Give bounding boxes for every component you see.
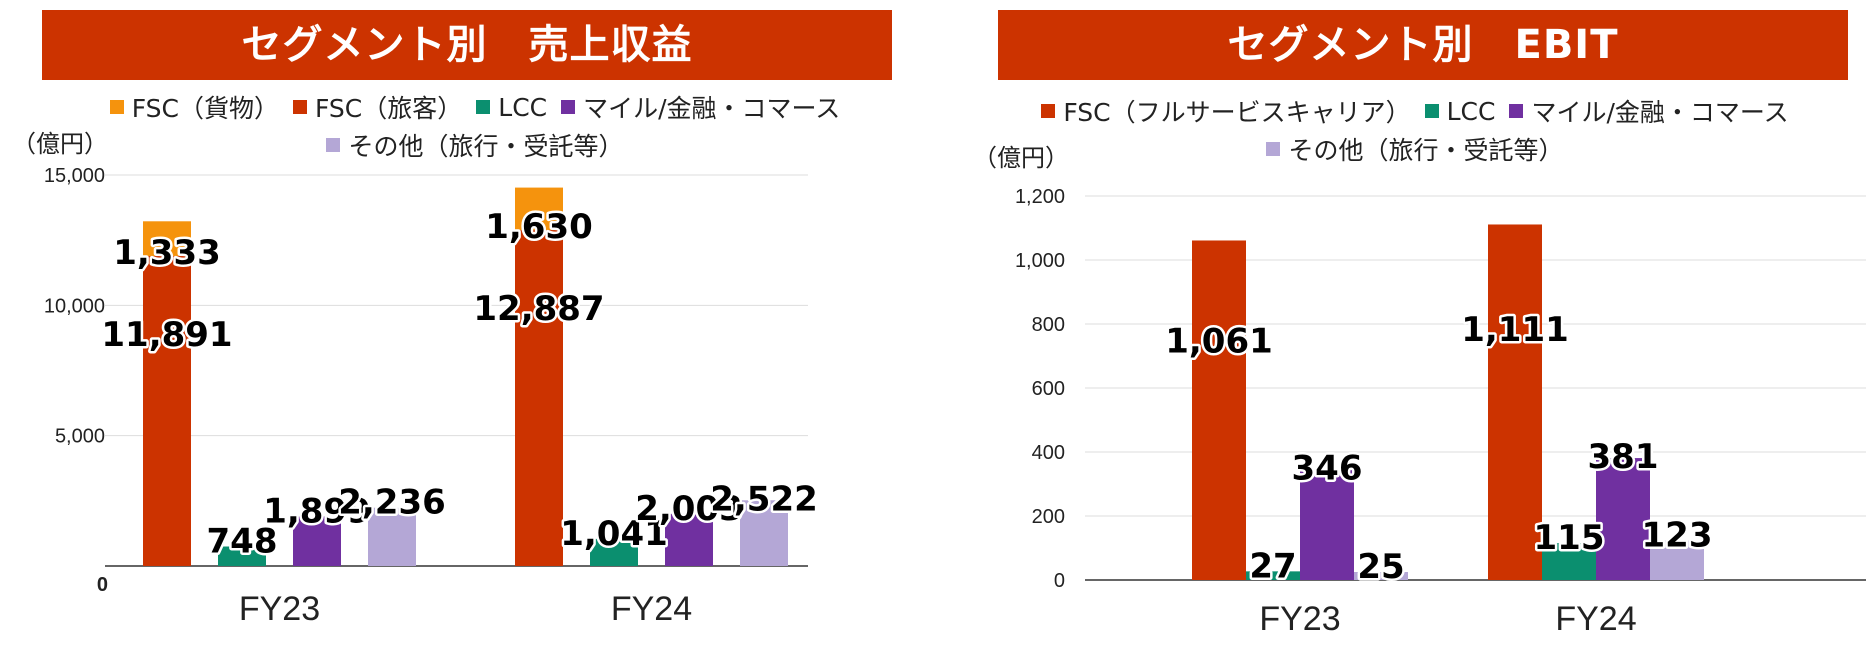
category-label: FY24 <box>1555 600 1636 638</box>
legend-swatch <box>292 100 307 114</box>
bar <box>1246 571 1300 580</box>
data-label: 12,887 <box>473 289 604 329</box>
y-tick-label: 5,000 <box>55 426 105 448</box>
category-label: FY24 <box>611 590 692 628</box>
bar <box>665 513 713 566</box>
legend-item: FSC（旅客） <box>292 89 463 125</box>
bar <box>1488 224 1542 581</box>
legend-swatch <box>476 100 491 114</box>
revenue-chart-panel: セグメント別 売上収益 FSC（貨物） FSC（旅客） LCC マイル/金融・コマース… <box>0 0 920 647</box>
legend-item: その他（旅行・受託等） <box>1266 131 1564 167</box>
legend-swatch <box>1041 104 1056 118</box>
bar <box>740 500 788 566</box>
ebit-plot: 0 200 400 600 800 1,000 1,200 FY23 FY24 1,061 27 34… <box>1015 186 1866 638</box>
bar <box>1542 543 1596 580</box>
y-unit-label: （億円） <box>973 144 1069 172</box>
bar <box>293 516 341 566</box>
y-unit-label: （億円） <box>12 130 108 158</box>
legend-row: その他（旅行・受託等） <box>40 126 910 164</box>
legend-label: FSC（旅客） <box>314 94 463 123</box>
data-label: 27 <box>1249 546 1296 586</box>
legend-item: マイル/金融・コマース <box>1509 93 1789 129</box>
legend-item: LCC <box>476 93 547 122</box>
data-label: 11,891 <box>101 315 232 355</box>
y-tick-label: 0 <box>97 574 108 596</box>
y-tick-label: 15,000 <box>44 165 105 187</box>
y-tick-label: 800 <box>1032 314 1065 336</box>
bar <box>368 507 416 566</box>
chart-title: セグメント別 売上収益 <box>42 10 892 80</box>
legend-item: FSC（フルサービスキャリア） <box>1041 93 1411 129</box>
bar <box>1354 572 1408 580</box>
data-label: 115 <box>1534 518 1605 558</box>
y-tick-label: 1,000 <box>1015 250 1065 272</box>
bar <box>515 187 563 231</box>
category-label: FY23 <box>1259 600 1340 638</box>
data-label: 1,041 <box>560 514 668 554</box>
data-label: 1,899 <box>263 491 371 531</box>
data-label: 1,630 <box>485 207 593 247</box>
legend-label: LCC <box>498 92 548 122</box>
legend-label: LCC <box>1446 96 1496 126</box>
bar <box>143 221 191 257</box>
legend-item: マイル/金融・コマース <box>561 89 840 125</box>
data-label: 346 <box>1292 448 1363 488</box>
legend-row: FSC（フルサービスキャリア） LCC マイル/金融・コマース <box>970 92 1860 130</box>
legend-swatch <box>1266 142 1281 156</box>
legend-swatch <box>1509 104 1524 118</box>
legend-item: LCC <box>1424 96 1496 126</box>
data-label: 2,003 <box>635 489 743 529</box>
legend-swatch <box>561 100 576 114</box>
data-label: 2,522 <box>710 479 818 519</box>
legend-label: マイル/金融・コマース <box>583 94 841 123</box>
category-label: FY23 <box>239 590 320 628</box>
y-tick-label: 200 <box>1032 506 1065 528</box>
legend-label: FSC（貨物） <box>131 94 279 123</box>
data-label: 381 <box>1588 437 1659 477</box>
data-label: 25 <box>1357 547 1404 587</box>
data-label: 1,333 <box>113 233 221 273</box>
ebit-chart-panel: セグメント別 EBIT FSC（フルサービスキャリア） LCC マイル/金融・コマー… <box>960 0 1869 647</box>
data-label: 2,236 <box>338 483 446 523</box>
bar <box>590 538 638 566</box>
bar <box>1300 469 1354 580</box>
legend: FSC（貨物） FSC（旅客） LCC マイル/金融・コマースその他（旅行・受託等） <box>40 88 910 164</box>
data-label: 123 <box>1642 516 1713 556</box>
bar <box>1650 540 1704 580</box>
bar <box>1596 458 1650 580</box>
revenue-plot: 0 5,000 10,000 15,000 FY23 FY24 1,333 11,891 748… <box>44 165 820 628</box>
legend-label: その他（旅行・受託等） <box>1288 136 1564 165</box>
bar <box>1192 240 1246 581</box>
legend-label: マイル/金融・コマース <box>1531 98 1789 127</box>
bar <box>218 546 266 566</box>
y-tick-label: 400 <box>1032 442 1065 464</box>
bar <box>515 230 563 567</box>
data-label: 1,111 <box>1461 310 1569 350</box>
data-label: 748 <box>207 522 278 562</box>
bar <box>143 256 191 566</box>
legend-swatch <box>1424 104 1439 118</box>
chart-title: セグメント別 EBIT <box>998 10 1848 80</box>
legend-item: FSC（貨物） <box>109 89 279 125</box>
legend-item: その他（旅行・受託等） <box>326 127 624 163</box>
y-tick-label: 600 <box>1032 378 1065 400</box>
y-tick-label: 10,000 <box>44 295 105 317</box>
legend-swatch <box>326 138 341 152</box>
legend-label: その他（旅行・受託等） <box>348 132 624 161</box>
y-tick-label: 0 <box>1054 570 1065 592</box>
y-tick-label: 1,200 <box>1015 186 1065 208</box>
legend-label: FSC（フルサービスキャリア） <box>1063 98 1411 127</box>
legend: FSC（フルサービスキャリア） LCC マイル/金融・コマースその他（旅行・受託等） <box>970 92 1860 168</box>
legend-row: その他（旅行・受託等） <box>970 130 1860 168</box>
legend-swatch <box>109 100 124 114</box>
legend-row: FSC（貨物） FSC（旅客） LCC マイル/金融・コマース <box>40 88 910 126</box>
data-label: 1,061 <box>1165 321 1273 361</box>
